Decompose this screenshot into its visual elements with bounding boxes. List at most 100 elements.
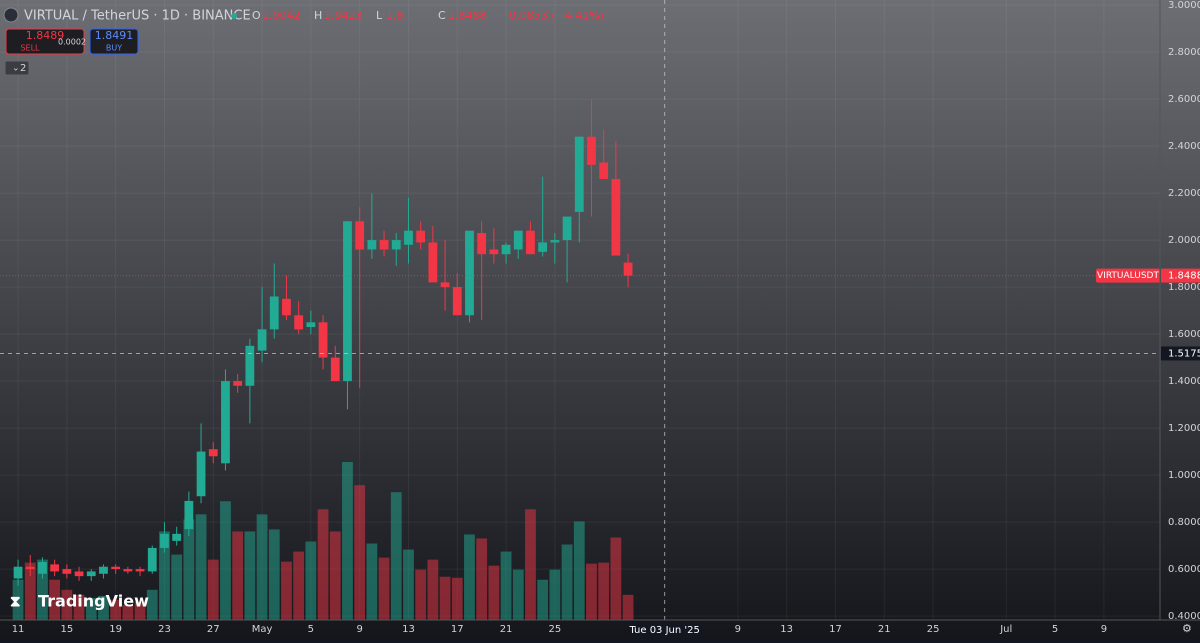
- y-tick-label: 1.0000: [1168, 470, 1200, 481]
- brand: TradingView: [38, 592, 149, 611]
- volume-bar: [610, 537, 622, 620]
- candle-body: [86, 571, 96, 577]
- candle-body: [257, 329, 267, 351]
- ohlc-value: 1.9423: [324, 9, 363, 22]
- volume-bar: [573, 521, 585, 620]
- symbol[interactable]: VIRTUAL / TetherUS · 1D · BINANCE: [24, 9, 251, 24]
- candle-body: [135, 569, 145, 572]
- volume-bar: [329, 531, 341, 620]
- volume-bar: [49, 579, 61, 620]
- x-tick-label: 9: [356, 624, 362, 635]
- y-tick-label: 3.0000: [1168, 0, 1200, 11]
- sell-label: SELL: [20, 44, 40, 53]
- indicator-count: 2: [20, 63, 26, 74]
- volume-bar: [183, 519, 195, 620]
- candle-body: [233, 381, 243, 386]
- status-dot: [231, 13, 237, 19]
- volume-bar: [281, 561, 292, 620]
- volume-bar: [98, 595, 109, 620]
- ohlc-key: O: [252, 9, 261, 22]
- candle-body: [367, 240, 377, 250]
- x-tick-label: 23: [158, 624, 171, 635]
- crosshair-date-tag: [628, 621, 701, 638]
- volume-bar: [354, 485, 366, 620]
- volume-bar: [24, 562, 36, 620]
- candle-body: [318, 322, 328, 358]
- crosshair-price-label: 1.5175: [1168, 348, 1200, 359]
- volume-bar: [61, 589, 73, 620]
- volume-bar: [244, 531, 256, 620]
- volume-bar: [427, 559, 439, 620]
- sell-button[interactable]: [5, 28, 85, 55]
- ohlc-value: 1.8: [386, 9, 404, 22]
- volume-bar: [134, 601, 146, 620]
- x-tick-label: 9: [735, 624, 741, 635]
- candle-body: [62, 569, 72, 574]
- volume-bar: [512, 569, 524, 620]
- buy-button[interactable]: [89, 28, 139, 55]
- volume-bar: [549, 569, 561, 620]
- volume-bar: [207, 559, 219, 620]
- candle-body: [526, 230, 535, 255]
- volume-bar: [195, 514, 207, 620]
- candle-body: [74, 571, 84, 577]
- candle-body: [184, 500, 194, 530]
- volume-bar: [293, 551, 305, 620]
- candle-body: [160, 533, 169, 548]
- spread: 0.0002: [58, 38, 86, 47]
- candle-body: [306, 322, 316, 328]
- candle-body: [269, 296, 279, 330]
- volume-bar: [439, 576, 451, 620]
- volume-bar: [317, 509, 329, 620]
- volume-bar: [488, 565, 500, 620]
- candle-body: [330, 357, 340, 382]
- brand-logo: ⧗: [10, 593, 21, 611]
- y-tick-label: 2.4000: [1168, 141, 1200, 152]
- volume-bar: [12, 579, 24, 620]
- candle-body: [477, 233, 487, 255]
- indicators-toggle[interactable]: [4, 60, 30, 76]
- y-tick-label: 2.8000: [1168, 47, 1200, 58]
- candle-body: [599, 162, 609, 179]
- candle-body: [343, 221, 352, 382]
- volume-bar: [403, 549, 414, 620]
- crosshair-date-label: Tue 03 Jun '25: [628, 625, 699, 636]
- x-tick-label: 21: [500, 624, 513, 635]
- candle-body: [294, 315, 304, 330]
- candle-body: [623, 262, 633, 276]
- volume-bar: [110, 599, 122, 620]
- x-tick-label: 21: [878, 624, 891, 635]
- x-tick-label: 19: [109, 624, 122, 635]
- y-tick-label: 1.6000: [1168, 329, 1200, 340]
- buy-price: 1.8491: [95, 29, 134, 42]
- candle-body: [416, 230, 426, 243]
- candle-body: [391, 240, 401, 250]
- candle-body: [196, 451, 206, 497]
- candle-body: [550, 240, 560, 243]
- x-tick-label: 25: [549, 624, 562, 635]
- volume-bar: [159, 531, 170, 620]
- volume-bar: [464, 534, 475, 620]
- candle-body: [147, 547, 157, 572]
- candle-body: [440, 282, 450, 288]
- volume-bar: [85, 597, 97, 620]
- candle-body: [428, 242, 438, 283]
- volume-bar: [622, 594, 634, 620]
- x-tick-label: 27: [207, 624, 220, 635]
- settings-icon[interactable]: ⚙: [1182, 622, 1192, 635]
- candle-body: [172, 533, 182, 541]
- candle-body: [50, 564, 60, 572]
- x-tick-label: 11: [12, 624, 25, 635]
- y-tick-label: 1.2000: [1168, 423, 1200, 434]
- symbol-icon: [3, 7, 19, 23]
- candle-body: [99, 566, 108, 574]
- candle-body: [123, 569, 133, 572]
- y-tick-label: 0.4000: [1168, 611, 1200, 622]
- volume-bar: [122, 604, 134, 620]
- candle-body: [38, 562, 47, 574]
- candle-body: [282, 298, 291, 316]
- x-tick-label: 5: [308, 624, 314, 635]
- candle-body: [513, 230, 523, 250]
- volume-bar: [232, 531, 244, 620]
